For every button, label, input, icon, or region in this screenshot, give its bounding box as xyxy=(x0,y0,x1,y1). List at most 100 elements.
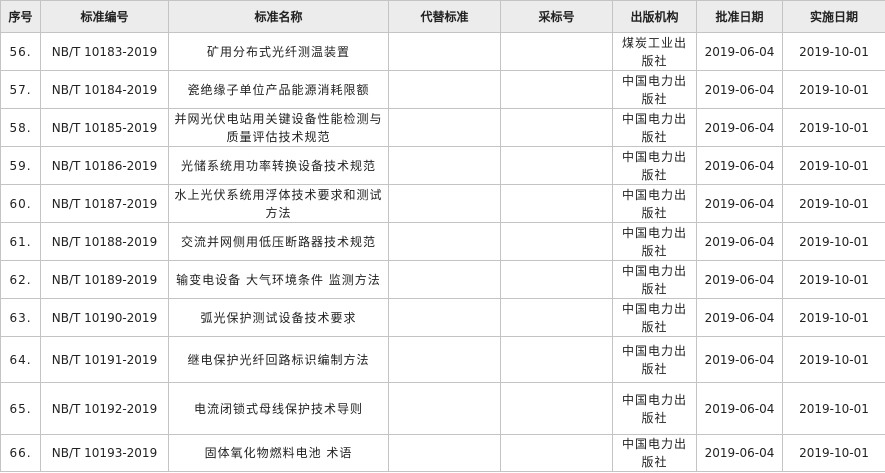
table-cell: 中国电力出版社 xyxy=(612,146,697,185)
table-cell: 煤炭工业出版社 xyxy=(612,32,697,71)
table-row: 57. NB/T 10184-2019 瓷绝缘子单位产品能源消耗限额 中国电力出版社 2… xyxy=(0,70,885,109)
table-cell: 57. xyxy=(0,70,41,109)
table-cell xyxy=(388,108,501,147)
table-cell: 60. xyxy=(0,184,41,223)
table-cell: 2019-06-04 xyxy=(696,382,783,435)
table-cell xyxy=(500,382,613,435)
table-cell: 中国电力出版社 xyxy=(612,298,697,337)
table-cell xyxy=(500,336,613,383)
table-cell xyxy=(388,32,501,71)
table-row: 61. NB/T 10188-2019 交流并网侧用低压断路器技术规范 中国电力出版社… xyxy=(0,222,885,261)
table-cell: 弧光保护测试设备技术要求 xyxy=(168,298,389,337)
table-cell: 输变电设备 大气环境条件 监测方法 xyxy=(168,260,389,299)
header-row: 序号 标准编号 标准名称 代替标准 采标号 出版机构 批准日期 实施日期 xyxy=(0,0,885,33)
table-cell xyxy=(388,70,501,109)
table-cell: NB/T 10189-2019 xyxy=(40,260,169,299)
header-cell: 标准编号 xyxy=(40,0,169,33)
table-cell: 中国电力出版社 xyxy=(612,260,697,299)
table-cell: 2019-06-04 xyxy=(696,298,783,337)
table-cell xyxy=(388,222,501,261)
table-row: 66. NB/T 10193-2019 固体氧化物燃料电池 术语 中国电力出版社 201… xyxy=(0,434,885,472)
table-cell xyxy=(388,298,501,337)
table-cell xyxy=(500,108,613,147)
table-cell: 2019-10-01 xyxy=(782,70,885,109)
table-cell: 61. xyxy=(0,222,41,261)
table-cell: NB/T 10188-2019 xyxy=(40,222,169,261)
header-cell: 采标号 xyxy=(500,0,613,33)
table-cell: NB/T 10184-2019 xyxy=(40,70,169,109)
table-cell: 并网光伏电站用关键设备性能检测与质量评估技术规范 xyxy=(168,108,389,147)
header-cell: 代替标准 xyxy=(388,0,501,33)
table-cell: NB/T 10193-2019 xyxy=(40,434,169,472)
header-cell: 序号 xyxy=(0,0,41,33)
table-cell: 继电保护光纤回路标识编制方法 xyxy=(168,336,389,383)
header-cell: 标准名称 xyxy=(168,0,389,33)
table-cell: 2019-10-01 xyxy=(782,382,885,435)
table-row: 65. NB/T 10192-2019 电流闭锁式母线保护技术导则 中国电力出版社 20… xyxy=(0,382,885,435)
table-cell: 2019-06-04 xyxy=(696,260,783,299)
table-cell: 2019-10-01 xyxy=(782,222,885,261)
table-row: 62. NB/T 10189-2019 输变电设备 大气环境条件 监测方法 中国电力出… xyxy=(0,260,885,299)
table-cell: NB/T 10192-2019 xyxy=(40,382,169,435)
table-cell: 2019-10-01 xyxy=(782,146,885,185)
table-cell: 2019-06-04 xyxy=(696,146,783,185)
header-cell: 出版机构 xyxy=(612,0,697,33)
table-row: 64. NB/T 10191-2019 继电保护光纤回路标识编制方法 中国电力出版社 2… xyxy=(0,336,885,383)
table-cell: NB/T 10187-2019 xyxy=(40,184,169,223)
table-cell: 59. xyxy=(0,146,41,185)
table-cell: NB/T 10186-2019 xyxy=(40,146,169,185)
table-cell: 中国电力出版社 xyxy=(612,108,697,147)
table-cell: 固体氧化物燃料电池 术语 xyxy=(168,434,389,472)
table-cell: 中国电力出版社 xyxy=(612,382,697,435)
table-cell: 63. xyxy=(0,298,41,337)
table-cell: 64. xyxy=(0,336,41,383)
table-cell: NB/T 10185-2019 xyxy=(40,108,169,147)
table-cell xyxy=(500,184,613,223)
table-cell xyxy=(500,434,613,472)
table-cell xyxy=(500,260,613,299)
table-cell: 中国电力出版社 xyxy=(612,70,697,109)
table-cell: NB/T 10191-2019 xyxy=(40,336,169,383)
table-cell: 光储系统用功率转换设备技术规范 xyxy=(168,146,389,185)
table-cell xyxy=(388,336,501,383)
table-cell xyxy=(388,184,501,223)
table-row: 60. NB/T 10187-2019 水上光伏系统用浮体技术要求和测试方法 中国电力… xyxy=(0,184,885,223)
table-cell: 电流闭锁式母线保护技术导则 xyxy=(168,382,389,435)
table-cell: 水上光伏系统用浮体技术要求和测试方法 xyxy=(168,184,389,223)
table-cell: 58. xyxy=(0,108,41,147)
table-cell: 2019-06-04 xyxy=(696,32,783,71)
table-cell: NB/T 10190-2019 xyxy=(40,298,169,337)
table-cell: 2019-10-01 xyxy=(782,434,885,472)
table-cell xyxy=(388,146,501,185)
table-cell: 瓷绝缘子单位产品能源消耗限额 xyxy=(168,70,389,109)
table-row: 58. NB/T 10185-2019 并网光伏电站用关键设备性能检测与质量评估技术… xyxy=(0,108,885,147)
table-cell: 62. xyxy=(0,260,41,299)
table-cell: 2019-10-01 xyxy=(782,184,885,223)
table-cell xyxy=(500,146,613,185)
table-cell: 56. xyxy=(0,32,41,71)
table-cell xyxy=(500,222,613,261)
table-cell: 65. xyxy=(0,382,41,435)
table-cell: 2019-10-01 xyxy=(782,108,885,147)
table-cell: 2019-10-01 xyxy=(782,298,885,337)
table-row: 63. NB/T 10190-2019 弧光保护测试设备技术要求 中国电力出版社 201… xyxy=(0,298,885,337)
table-cell: 2019-06-04 xyxy=(696,184,783,223)
header-cell: 实施日期 xyxy=(782,0,885,33)
table-cell: 交流并网侧用低压断路器技术规范 xyxy=(168,222,389,261)
table-cell: 2019-10-01 xyxy=(782,336,885,383)
table-cell: 2019-10-01 xyxy=(782,260,885,299)
table-cell xyxy=(500,32,613,71)
table-cell xyxy=(388,260,501,299)
table-cell: 中国电力出版社 xyxy=(612,434,697,472)
table-row: 59. NB/T 10186-2019 光储系统用功率转换设备技术规范 中国电力出版社… xyxy=(0,146,885,185)
table-cell xyxy=(388,434,501,472)
table-cell xyxy=(500,298,613,337)
table-cell xyxy=(388,382,501,435)
table-cell: 2019-06-04 xyxy=(696,336,783,383)
table-cell: 中国电力出版社 xyxy=(612,184,697,223)
table-cell: NB/T 10183-2019 xyxy=(40,32,169,71)
table-cell: 2019-10-01 xyxy=(782,32,885,71)
header-cell: 批准日期 xyxy=(696,0,783,33)
